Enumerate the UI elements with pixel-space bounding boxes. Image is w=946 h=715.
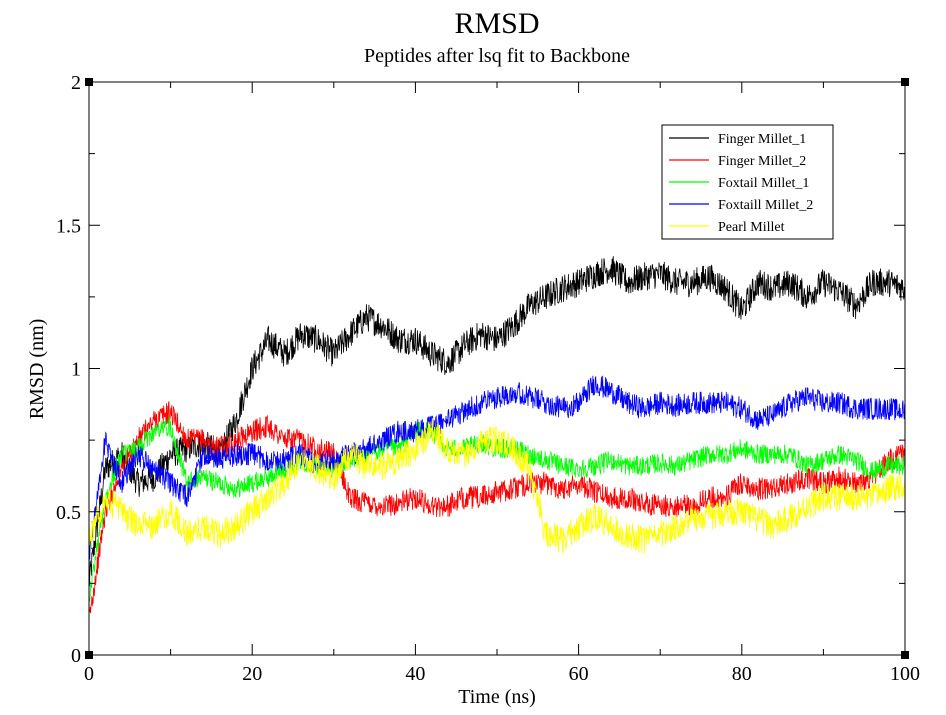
series-line-4 [88, 418, 906, 555]
chart-subtitle: Peptides after lsq fit to Backbone [364, 45, 630, 67]
x-tick-label: 60 [569, 663, 589, 685]
y-tick-label: 1 [71, 359, 81, 381]
legend-label: Foxtail Millet_1 [718, 176, 809, 191]
legend-label: Finger Millet_1 [718, 132, 806, 147]
x-axis-label: Time (ns) [458, 686, 536, 708]
x-tick-label: 80 [732, 663, 752, 685]
x-tick-label: 20 [242, 663, 262, 685]
series-line-0 [88, 256, 906, 587]
legend-label: Foxtaill Millet_2 [718, 198, 813, 213]
legend: Finger Millet_1 Finger Millet_2 Foxtail Mi… [661, 124, 834, 240]
series-layer [88, 256, 906, 614]
x-tick-label: 100 [890, 663, 920, 685]
axes-layer: 0 20 40 60 80 100 0 0.5 1 1.5 2 [56, 72, 920, 685]
y-tick-label: 2 [71, 72, 81, 94]
chart-title: RMSD [454, 7, 539, 40]
series-line-1 [88, 401, 906, 614]
x-tick-label: 40 [405, 663, 425, 685]
legend-label: Pearl Millet [718, 220, 785, 235]
y-axis-label: RMSD (nm) [26, 319, 48, 420]
series-line-3 [88, 375, 906, 560]
y-tick-label: 1.5 [56, 215, 81, 237]
legend-label: Finger Millet_2 [718, 154, 806, 169]
y-tick-label: 0.5 [56, 502, 81, 524]
x-tick-label: 0 [84, 663, 94, 685]
y-tick-label: 0 [71, 645, 81, 667]
